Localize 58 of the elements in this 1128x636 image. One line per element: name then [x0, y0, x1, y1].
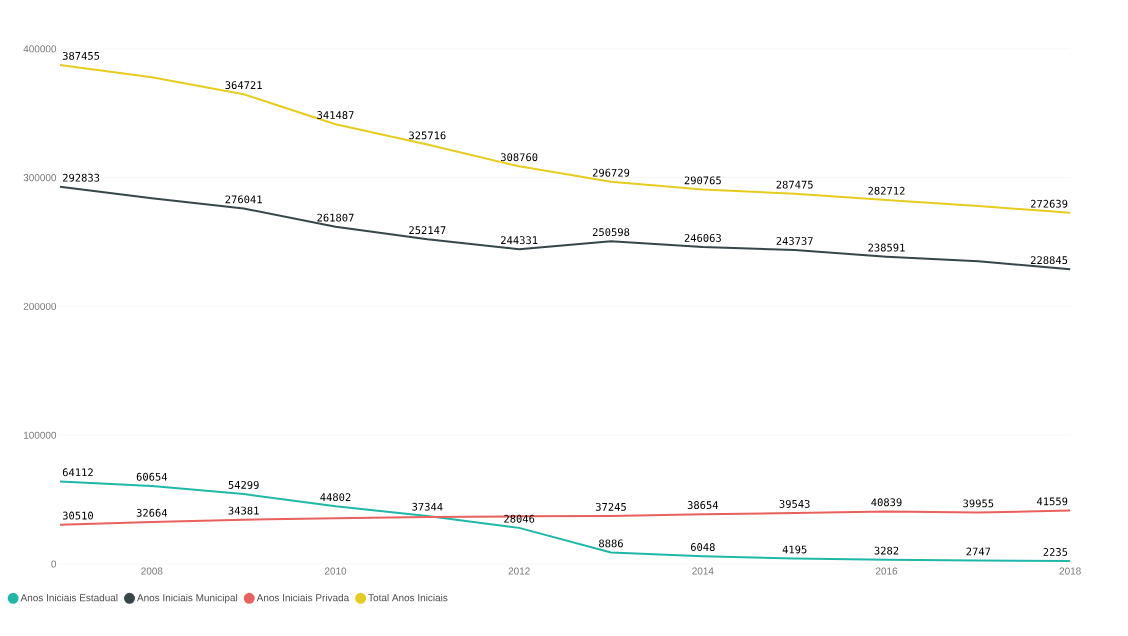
y-tick-label: 0 [51, 560, 57, 568]
data-label: 39955 [963, 499, 994, 508]
x-tick-label: 2016 [875, 567, 898, 575]
data-label: 60654 [136, 472, 168, 481]
data-label: 341487 [317, 111, 354, 119]
data-label: 292833 [62, 173, 100, 182]
data-label: 252147 [409, 226, 446, 235]
y-tick-label: 300000 [23, 174, 57, 182]
data-label: 244331 [501, 236, 538, 245]
data-label: 296729 [592, 168, 630, 177]
data-label: 34381 [228, 506, 259, 515]
data-label: 243737 [776, 236, 813, 245]
data-label: 64112 [62, 468, 93, 477]
x-tick-label: 2014 [692, 567, 714, 575]
data-label: 308760 [500, 153, 538, 162]
data-label: 8886 [599, 539, 623, 548]
data-label: 387455 [62, 51, 100, 60]
legend-label: Anos Iniciais Municipal [137, 593, 238, 604]
line-series [59, 480, 1072, 563]
data-label: 2747 [966, 547, 991, 556]
data-label: 38654 [687, 501, 719, 510]
data-label: 261807 [317, 213, 354, 222]
data-label: 246063 [684, 233, 721, 242]
data-label: 40839 [871, 498, 902, 507]
data-label: 37344 [412, 502, 443, 511]
y-tick-label: 200000 [23, 302, 57, 310]
x-tick-label: 2008 [141, 567, 163, 575]
x-tick-label: 2010 [324, 567, 347, 575]
data-label: 364721 [225, 81, 262, 90]
data-label: 37245 [595, 502, 626, 511]
data-label: 282712 [868, 186, 905, 195]
line-series [59, 63, 1072, 214]
legend-label: Anos Iniciais Estadual [20, 593, 118, 602]
data-label: 2235 [1043, 548, 1068, 556]
data-label: 276041 [225, 195, 262, 204]
data-label: 290765 [684, 176, 721, 185]
data-label: 6048 [690, 543, 715, 552]
legend-label: Anos Iniciais Privada [256, 593, 350, 602]
data-label: 54299 [228, 480, 259, 489]
data-label: 3282 [874, 546, 899, 555]
data-label: 30510 [62, 511, 93, 520]
y-tick-label: 100000 [24, 431, 57, 439]
data-label: 272639 [1030, 199, 1068, 208]
data-label: 28046 [504, 514, 535, 523]
legend-label: Total Anos Iniciais [368, 593, 448, 602]
y-tick-label: 400000 [23, 45, 57, 53]
data-label: 250598 [592, 228, 630, 237]
data-label: 39543 [779, 499, 810, 508]
data-label: 325716 [409, 131, 446, 140]
x-tick-label: 2018 [1059, 567, 1081, 575]
data-label: 41559 [1037, 497, 1068, 506]
data-label: 287475 [776, 180, 813, 189]
data-label: 4195 [782, 545, 807, 554]
data-label: 228845 [1030, 256, 1068, 265]
data-label: 44802 [320, 493, 351, 502]
data-label: 32664 [136, 508, 168, 517]
x-tick-label: 2012 [508, 567, 530, 575]
data-label: 238591 [868, 243, 905, 252]
